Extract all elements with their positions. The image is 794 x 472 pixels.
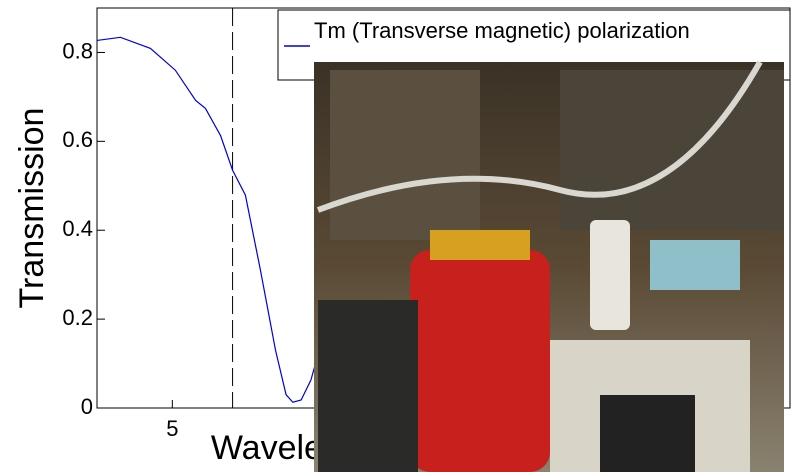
y-axis-label: Transmission [13, 108, 51, 309]
photo-bins [560, 70, 784, 230]
x-tick-label: 5 [166, 416, 178, 441]
photo-bottle [590, 220, 630, 330]
photo-mount [600, 395, 695, 472]
photo-box [650, 240, 740, 290]
y-tick-label: 0 [81, 394, 93, 419]
y-tick-label: 0.6 [62, 127, 93, 152]
y-tick-label: 0.2 [62, 305, 93, 330]
photo-cable [316, 60, 763, 213]
y-tick-label: 0.4 [62, 216, 93, 241]
photo-shelf [330, 70, 480, 240]
photo-cap [430, 230, 530, 260]
legend-label: Tm (Transverse magnetic) polarization [314, 18, 690, 43]
series-line [96, 36, 320, 403]
photo-device [318, 300, 418, 472]
photo-overlay [314, 60, 784, 472]
y-tick-label: 0.8 [62, 38, 93, 63]
photo-cylinder [410, 250, 550, 472]
